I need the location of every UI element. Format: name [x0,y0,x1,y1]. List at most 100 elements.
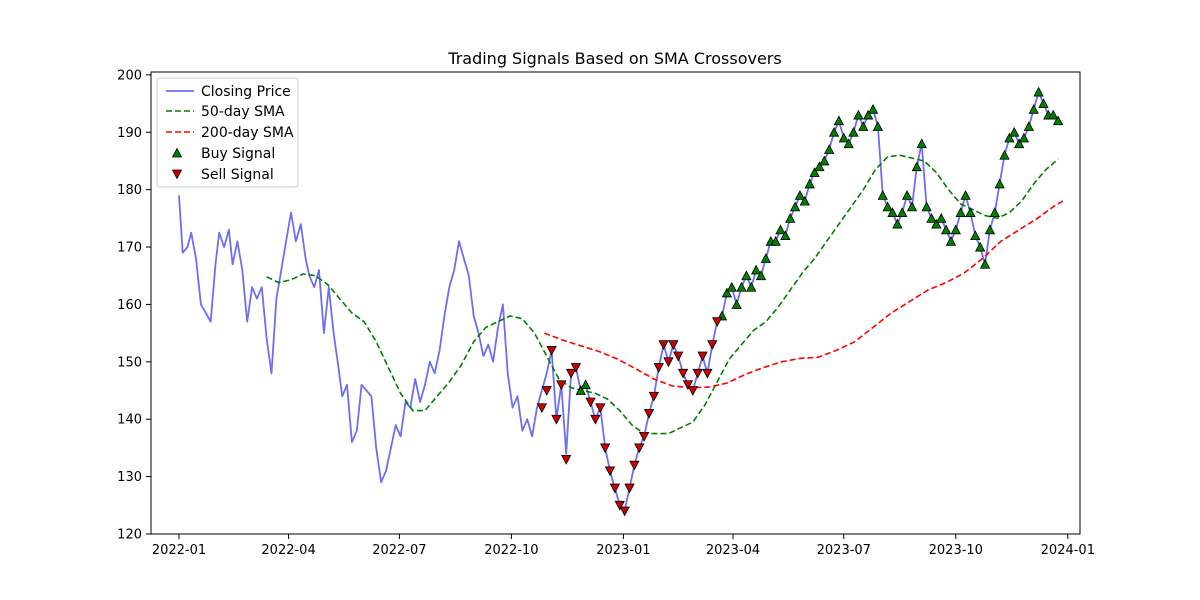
buy-signal-marker [1038,98,1049,108]
buy-signal-marker [785,212,796,223]
sell-signal-marker [561,454,572,465]
buy-signal-marker [575,385,586,395]
buy-signal-marker [843,138,854,149]
sell-signal-marker [541,386,552,396]
legend-buy-signal-label: Buy Signal [201,146,275,162]
sell-signal-marker [677,368,689,379]
buy-signal-marker [1028,103,1039,114]
buy-signal-marker [809,167,820,177]
series-50-day-sma [266,154,1059,435]
buy-signal-marker [862,109,874,120]
buy-signal-marker [819,155,830,166]
buy-signal-marker [741,270,752,281]
sell-signal-marker [634,443,645,454]
buy-signal-marker [897,207,908,218]
x-tick-label: 2023-01 [596,543,650,558]
series-200-day-sma [544,200,1064,389]
x-tick-label: 2023-07 [817,543,871,558]
buy-signal-marker [775,224,786,235]
y-tick-label: 190 [117,126,142,141]
sell-signal-marker [707,340,718,350]
buy-signal-marker [1048,109,1059,120]
sell-signal-marker [604,466,616,477]
sell-signal-marker [565,368,577,379]
buy-signal-marker [721,287,733,298]
sell-signal-marker [687,386,698,396]
buy-signal-marker [755,270,767,281]
buy-signal-marker [945,235,957,246]
sell-signal-markers [536,317,723,517]
sell-signal-marker [619,506,630,517]
buy-signal-marker [979,258,991,269]
x-tick-label: 2022-01 [152,543,206,558]
buy-signal-marker [858,121,869,131]
buy-signal-marker [999,149,1010,160]
buy-signal-marker [882,201,893,212]
sell-signal-marker [638,432,650,442]
sell-signal-marker [609,483,621,494]
buy-signal-marker [789,201,801,212]
sell-signal-marker [595,403,606,414]
series-line [544,200,1064,389]
sell-signal-marker [570,363,582,373]
buy-signal-marker [960,190,971,200]
legend-50-day-sma-label: 50-day SMA [201,104,285,120]
buy-signal-marker [916,138,927,149]
buy-signal-marker [1018,132,1030,143]
sell-signal-marker [585,397,596,408]
buy-signal-marker [736,281,747,292]
buy-signal-marker [794,190,806,200]
buy-signal-marker [1033,86,1044,97]
buy-signal-marker [892,218,903,229]
plot-area [178,86,1064,517]
buy-signal-marker [872,121,884,131]
x-tick-label: 2022-04 [261,543,315,558]
buy-signal-markers [575,86,1064,395]
buy-signal-marker [984,224,996,235]
sell-signal-marker [643,409,655,419]
buy-signal-marker [580,379,591,390]
sell-signal-marker [546,345,557,356]
sell-signal-marker [551,414,562,425]
sell-signal-marker [697,351,708,362]
buy-signal-marker [814,161,825,172]
x-tick-label: 2022-07 [372,543,426,558]
x-tick-label: 2023-04 [706,543,760,558]
sell-signal-marker [599,443,611,454]
buy-signal-marker [799,195,810,206]
buy-signal-marker [838,132,849,143]
buy-signal-marker [1023,121,1035,131]
buy-signal-marker [833,115,845,126]
sell-signal-marker [658,340,669,350]
y-axis: 120 130 140 150 160 170 180 190 200 [117,68,151,543]
buy-signal-marker [921,201,932,212]
x-tick-label: 2023-10 [929,543,983,558]
sell-signal-marker [673,351,684,362]
y-tick-label: 130 [117,470,142,485]
buy-signal-marker [970,230,981,240]
buy-signal-marker [936,212,947,223]
y-tick-label: 170 [117,241,142,256]
axes-frame [150,71,1081,535]
sell-signal-marker [648,391,660,402]
buy-signal-marker [901,190,913,200]
y-tick-label: 180 [117,183,142,198]
y-tick-label: 160 [117,298,142,313]
y-tick-label: 140 [117,413,142,428]
x-axis: 2022-01 2022-04 2022-07 2022-10 2023-01 2023-… [152,534,1095,558]
legend-buy-signal-marker [171,147,183,158]
sell-signal-marker [692,368,703,379]
buy-signal-marker [770,235,781,246]
buy-signal-marker [726,281,737,292]
buy-signal-marker [750,264,762,275]
buy-signal-marker [746,281,757,292]
buy-signal-marker [731,299,742,309]
buy-signal-marker [887,207,898,218]
legend-closing-price-label: Closing Price [201,84,291,100]
buy-signal-marker [824,144,835,154]
buy-signal-marker [931,218,942,229]
sell-signal-marker [614,500,625,511]
buy-signal-marker [848,126,859,137]
sell-signal-marker [624,483,635,494]
